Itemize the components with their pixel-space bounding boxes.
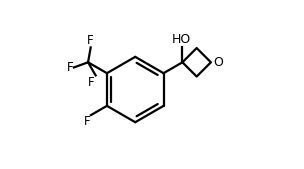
- Text: O: O: [213, 56, 223, 69]
- Text: F: F: [88, 76, 95, 89]
- Text: HO: HO: [172, 33, 191, 46]
- Text: F: F: [67, 61, 73, 74]
- Text: F: F: [87, 34, 94, 47]
- Text: F: F: [84, 115, 90, 128]
